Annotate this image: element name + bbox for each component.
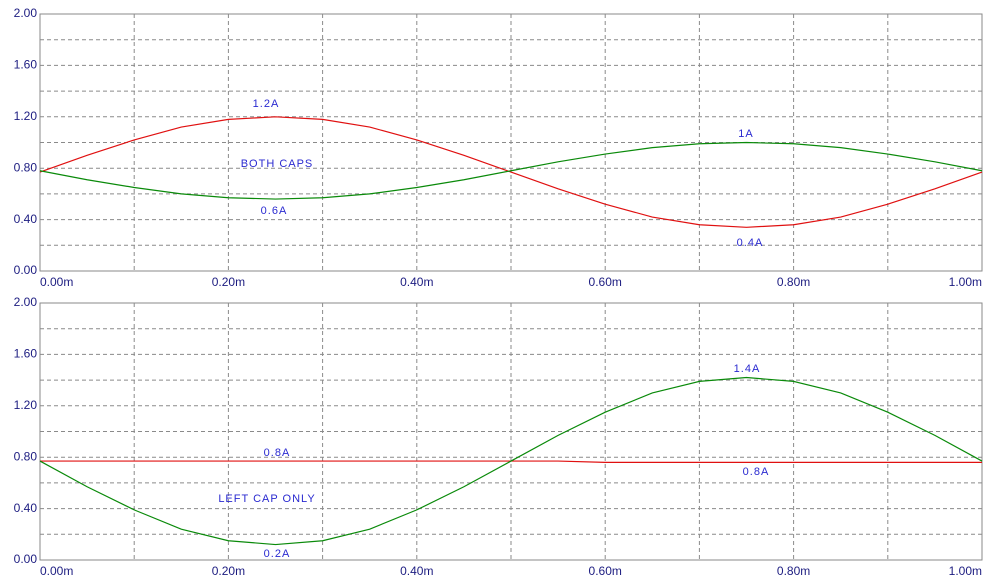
annotation: 0.8A <box>743 466 770 478</box>
y-tick-label: 0.80 <box>14 449 38 463</box>
annotation: 0.8A <box>264 447 291 459</box>
plot-frame <box>39 302 983 561</box>
y-tick-label: 1.60 <box>14 347 38 361</box>
trace <box>39 376 983 546</box>
x-tick-label: 0.20m <box>212 564 245 578</box>
annotation: 0.4A <box>737 237 764 249</box>
y-tick-label: 0.40 <box>14 212 38 226</box>
y-tick-label: 1.60 <box>14 58 38 72</box>
trace <box>39 141 983 200</box>
x-tick-label: 0.80m <box>777 275 810 289</box>
annotation: 1.4A <box>734 363 761 375</box>
y-tick-label: 2.00 <box>14 295 38 309</box>
x-tick-label: 1.00m <box>949 275 982 289</box>
y-tick-label: 0.80 <box>14 160 38 174</box>
annotation: 0.6A <box>261 205 288 217</box>
x-tick-label: 0.20m <box>212 275 245 289</box>
y-tick-label: 0.00 <box>14 552 38 566</box>
x-tick-label: 1.00m <box>949 564 982 578</box>
x-tick-label: 0.40m <box>400 564 433 578</box>
annotation: 1A <box>738 128 753 140</box>
x-tick-label: 0.60m <box>589 564 622 578</box>
plot-frame <box>39 13 983 272</box>
annotation: LEFT CAP ONLY <box>218 493 315 505</box>
annotation: 1.2A <box>253 98 280 110</box>
y-tick-label: 0.00 <box>14 263 38 277</box>
trace <box>39 116 983 228</box>
y-tick-label: 0.40 <box>14 501 38 515</box>
x-tick-label: 0.40m <box>400 275 433 289</box>
x-tick-label: 0.00m <box>40 564 73 578</box>
annotation: BOTH CAPS <box>241 158 314 170</box>
x-tick-label: 0.80m <box>777 564 810 578</box>
y-tick-label: 2.00 <box>14 6 38 20</box>
annotation: 0.2A <box>264 548 291 560</box>
y-tick-label: 1.20 <box>14 109 38 123</box>
x-tick-label: 0.60m <box>589 275 622 289</box>
x-tick-label: 0.00m <box>40 275 73 289</box>
y-tick-label: 1.20 <box>14 398 38 412</box>
